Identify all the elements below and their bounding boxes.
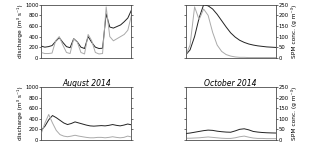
Title: October 2014: October 2014 [204, 79, 257, 88]
Y-axis label: SPM conc. (g m⁻³): SPM conc. (g m⁻³) [291, 5, 297, 58]
Y-axis label: discharge (m³ s⁻¹): discharge (m³ s⁻¹) [17, 86, 23, 140]
Y-axis label: discharge (m³ s⁻¹): discharge (m³ s⁻¹) [17, 4, 23, 58]
Title: August 2014: August 2014 [62, 79, 111, 88]
Y-axis label: SPM conc. (g m⁻³): SPM conc. (g m⁻³) [291, 87, 297, 140]
